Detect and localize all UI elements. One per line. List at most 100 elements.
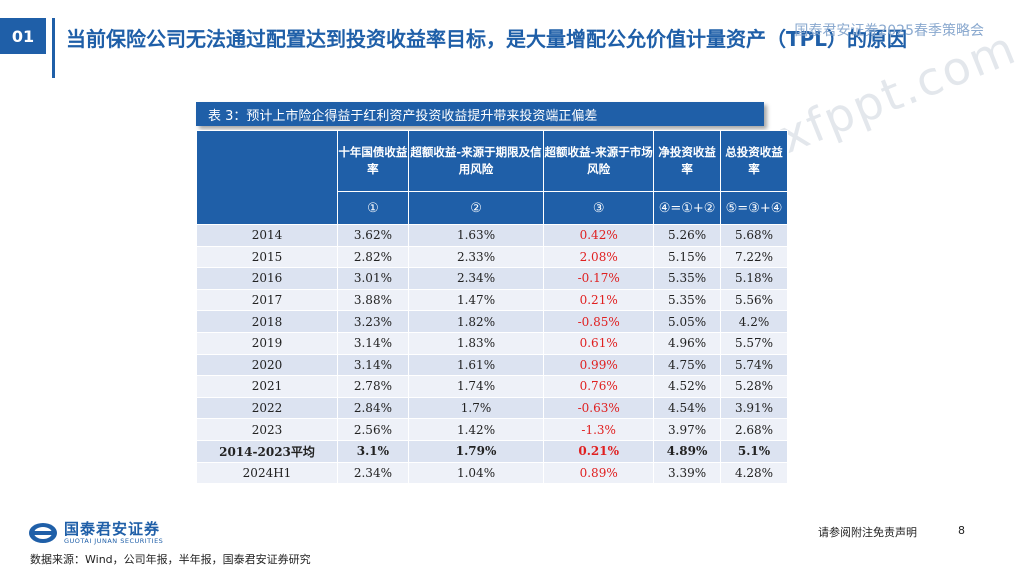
- cell-c4: 4.75%: [653, 353, 722, 377]
- cell-c5: 5.1%: [720, 439, 788, 463]
- cell-c5: 5.68%: [720, 224, 788, 247]
- row-label: 2018: [196, 310, 338, 333]
- cell-c2: 1.7%: [407, 396, 545, 420]
- row-label: 2021: [196, 375, 338, 398]
- cell-c3: -0.17%: [543, 267, 655, 290]
- table-row: 2015 2.82% 2.33% 2.08% 5.15% 7.22%: [196, 245, 788, 269]
- title-accent-bar: [52, 18, 55, 78]
- table-row: 2020 3.14% 1.61% 0.99% 4.75% 5.74%: [196, 353, 788, 377]
- logo-name-cn: 国泰君安证券: [64, 520, 161, 538]
- cell-c2: 1.74%: [407, 375, 545, 398]
- table-row: 2021 2.78% 1.74% 0.76% 4.52% 5.28%: [196, 375, 788, 398]
- col-code-4: ④=①+②: [653, 191, 722, 225]
- cell-c2: 2.34%: [407, 267, 545, 290]
- table-row: 2022 2.84% 1.7% -0.63% 4.54% 3.91%: [196, 396, 788, 420]
- cell-c2: 1.82%: [407, 310, 545, 333]
- cell-c4: 5.35%: [653, 288, 722, 312]
- cell-c2: 1.42%: [407, 418, 545, 441]
- cell-c3: 0.42%: [543, 224, 655, 247]
- brand-header: 国泰君安证券2025春季策略会: [794, 23, 984, 39]
- row-label: 2024H1: [196, 461, 338, 485]
- cell-c5: 5.57%: [720, 331, 788, 355]
- cell-c3: 0.99%: [543, 353, 655, 377]
- row-label: 2022: [196, 396, 338, 420]
- data-source-note: 数据来源：Wind，公司年报，半年报，国泰君安证券研究: [30, 553, 311, 566]
- cell-c4: 5.35%: [653, 267, 722, 290]
- cell-c4: 5.15%: [653, 245, 722, 269]
- row-label: 2016: [196, 267, 338, 290]
- col-header-5: 总投资收益率: [720, 130, 788, 192]
- cell-c5: 5.56%: [720, 288, 788, 312]
- row-label: 2019: [196, 331, 338, 355]
- cell-c4: 3.39%: [653, 461, 722, 485]
- logo-name-en: GUOTAI JUNAN SECURITIES: [64, 537, 164, 545]
- page-title: 当前保险公司无法通过配置达到投资收益率目标，是大量增配公允价值计量资产（TPL）…: [66, 27, 908, 51]
- cell-c1: 3.62%: [337, 224, 409, 247]
- cell-c3: -0.85%: [543, 310, 655, 333]
- table-code-row: ① ② ③ ④=①+② ⑤=③+④: [197, 191, 788, 225]
- col-code-5: ⑤=③+④: [720, 191, 788, 225]
- cell-c5: 5.18%: [720, 267, 788, 290]
- cell-c1: 3.1%: [337, 439, 409, 463]
- row-label: 2023: [196, 418, 338, 441]
- cell-c1: 2.34%: [337, 461, 409, 485]
- logo-mark-icon: [29, 523, 57, 543]
- row-label: 2017: [196, 288, 338, 312]
- header-corner: [196, 130, 338, 225]
- table-row: 2016 3.01% 2.34% -0.17% 5.35% 5.18%: [196, 267, 788, 290]
- cell-c3: 2.08%: [543, 245, 655, 269]
- cell-c5: 2.68%: [720, 418, 788, 441]
- cell-c1: 3.01%: [337, 267, 409, 290]
- cell-c4: 3.97%: [653, 418, 722, 441]
- cell-c3: -1.3%: [543, 418, 655, 441]
- col-header-2: 超额收益-来源于期限及信用风险: [407, 130, 545, 192]
- cell-c3: 0.76%: [543, 375, 655, 398]
- cell-c1: 2.78%: [337, 375, 409, 398]
- table-row: 2024H1 2.34% 1.04% 0.89% 3.39% 4.28%: [196, 461, 788, 485]
- col-code-2: ②: [407, 191, 545, 225]
- cell-c2: 1.63%: [407, 224, 545, 247]
- company-logo: 国泰君安证券 GUOTAI JUNAN SECURITIES: [28, 521, 163, 545]
- cell-c2: 1.83%: [407, 331, 545, 355]
- cell-c4: 4.52%: [653, 375, 722, 398]
- table-row: 2014 3.62% 1.63% 0.42% 5.26% 5.68%: [196, 224, 788, 247]
- cell-c2: 1.47%: [407, 288, 545, 312]
- cell-c2: 1.79%: [407, 439, 545, 463]
- col-header-1: 十年国债收益率: [337, 130, 409, 192]
- table-row: 2018 3.23% 1.82% -0.85% 5.05% 4.2%: [196, 310, 788, 333]
- cell-c2: 1.61%: [407, 353, 545, 377]
- cell-c4: 4.96%: [653, 331, 722, 355]
- cell-c5: 3.91%: [720, 396, 788, 420]
- row-label: 2020: [196, 353, 338, 377]
- cell-c3: -0.63%: [543, 396, 655, 420]
- cell-c1: 3.14%: [337, 331, 409, 355]
- row-label: 2015: [196, 245, 338, 269]
- cell-c5: 4.28%: [720, 461, 788, 485]
- cell-c3: 0.21%: [543, 288, 655, 312]
- cell-c5: 5.74%: [720, 353, 788, 377]
- cell-c1: 3.14%: [337, 353, 409, 377]
- cell-c3: 0.21%: [543, 439, 655, 463]
- cell-c4: 5.05%: [653, 310, 722, 333]
- cell-c1: 3.88%: [337, 288, 409, 312]
- table-header-row: 十年国债收益率 超额收益-来源于期限及信用风险 超额收益-来源于市场风险 净投资…: [196, 130, 788, 225]
- row-label: 2014-2023平均: [196, 439, 338, 463]
- cell-c4: 5.26%: [653, 224, 722, 247]
- cell-c1: 3.23%: [337, 310, 409, 333]
- page-number: 8: [958, 524, 965, 537]
- cell-c4: 4.89%: [653, 439, 722, 463]
- cell-c5: 4.2%: [720, 310, 788, 333]
- cell-c1: 2.82%: [337, 245, 409, 269]
- yield-table: 十年国债收益率 超额收益-来源于期限及信用风险 超额收益-来源于市场风险 净投资…: [196, 130, 788, 485]
- col-code-3: ③: [543, 191, 655, 225]
- cell-c5: 7.22%: [720, 245, 788, 269]
- col-header-4: 净投资收益率: [653, 130, 722, 192]
- table-caption: 表 3：预计上市险企得益于红利资产投资收益提升带来投资端正偏差: [196, 102, 764, 126]
- cell-c4: 4.54%: [653, 396, 722, 420]
- col-code-1: ①: [337, 191, 409, 225]
- cell-c3: 0.89%: [543, 461, 655, 485]
- row-label: 2014: [196, 224, 338, 247]
- col-header-3: 超额收益-来源于市场风险: [543, 130, 655, 192]
- table-row: 2017 3.88% 1.47% 0.21% 5.35% 5.56%: [196, 288, 788, 312]
- section-number: 01: [0, 18, 46, 54]
